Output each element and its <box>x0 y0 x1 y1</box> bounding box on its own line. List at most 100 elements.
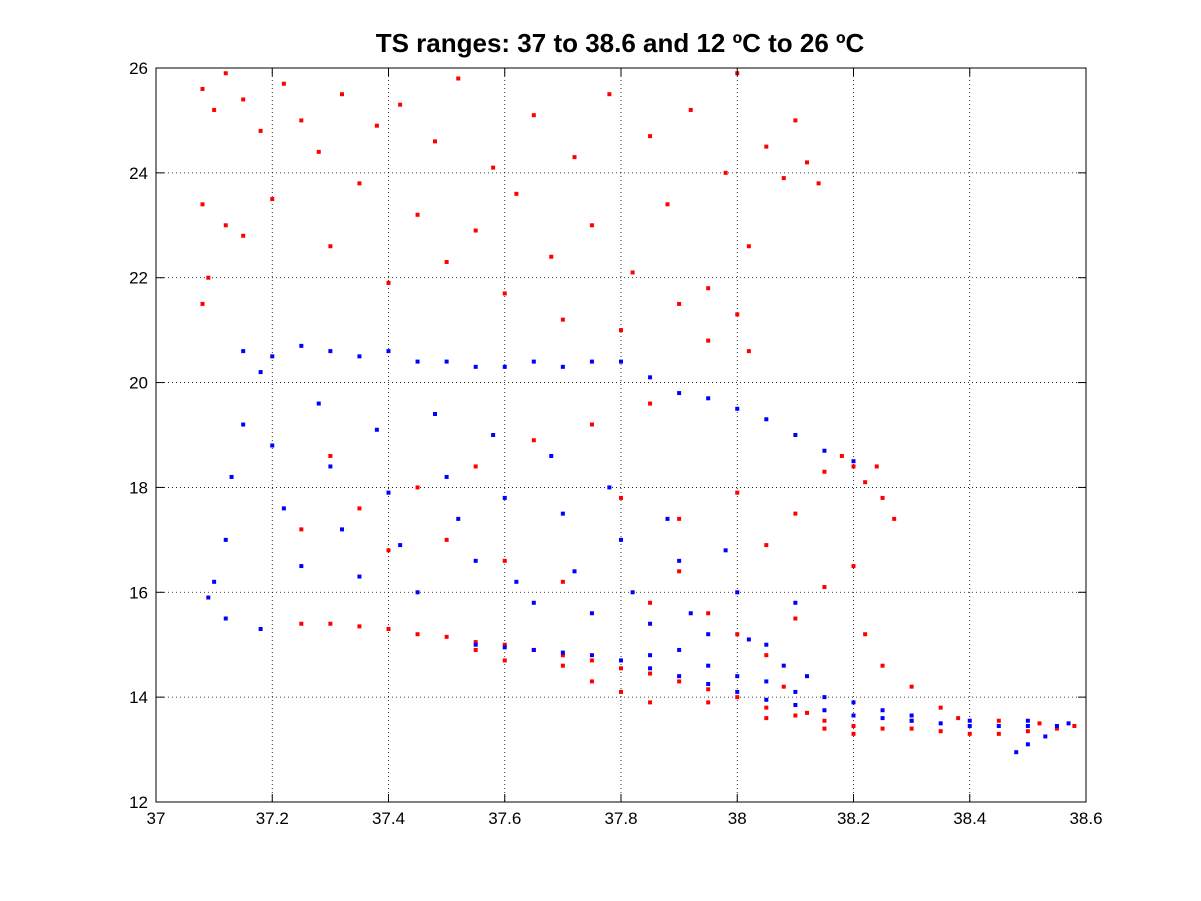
x-tick-label: 38.6 <box>1069 809 1102 828</box>
scatter-point <box>270 443 275 448</box>
scatter-point <box>996 731 1001 736</box>
scatter-point <box>589 679 594 684</box>
scatter-point <box>473 464 478 469</box>
scatter-point <box>473 558 478 563</box>
scatter-point <box>851 564 856 569</box>
scatter-point <box>357 624 362 629</box>
scatter-point <box>456 76 461 81</box>
scatter-point <box>357 354 362 359</box>
scatter-point <box>822 708 827 713</box>
scatter-point <box>531 600 536 605</box>
scatter-point <box>688 107 693 112</box>
scatter-point <box>473 640 478 645</box>
scatter-point <box>648 621 653 626</box>
scatter-point <box>735 674 740 679</box>
scatter-point <box>560 663 565 668</box>
x-tick-label: 37.6 <box>488 809 521 828</box>
scatter-point <box>630 590 635 595</box>
scatter-point <box>281 506 286 511</box>
scatter-point <box>706 396 711 401</box>
scatter-point <box>514 191 519 196</box>
scatter-point <box>223 537 228 542</box>
scatter-point <box>839 453 844 458</box>
scatter-point <box>822 469 827 474</box>
scatter-point <box>967 731 972 736</box>
scatter-point <box>473 228 478 233</box>
scatter-point <box>764 716 769 721</box>
scatter-point <box>735 689 740 694</box>
scatter-point <box>822 718 827 723</box>
scatter-point <box>781 663 786 668</box>
scatter-point <box>1066 721 1071 726</box>
scatter-point <box>386 548 391 553</box>
scatter-point <box>648 375 653 380</box>
scatter-point <box>793 118 798 123</box>
scatter-point <box>619 359 623 364</box>
scatter-point <box>938 721 943 726</box>
scatter-point <box>735 590 740 595</box>
y-tick-label: 18 <box>129 478 148 497</box>
scatter-point <box>938 705 943 710</box>
scatter-point <box>241 233 246 238</box>
scatter-point <box>473 642 478 647</box>
scatter-point <box>1054 726 1059 731</box>
scatter-point <box>1043 734 1048 739</box>
scatter-point <box>223 616 228 621</box>
scatter-point <box>874 464 879 469</box>
scatter-point <box>560 511 565 516</box>
scatter-point <box>299 527 304 532</box>
scatter-point <box>822 448 827 453</box>
scatter-point <box>270 354 275 359</box>
scatter-point <box>688 611 693 616</box>
scatter-point <box>677 301 682 306</box>
scatter-point <box>415 632 420 637</box>
scatter-point <box>793 616 798 621</box>
scatter-point <box>560 579 565 584</box>
scatter-point <box>357 181 362 186</box>
x-tick-label: 37.2 <box>256 809 289 828</box>
scatter-point <box>619 537 623 542</box>
scatter-point <box>648 671 653 676</box>
scatter-point <box>433 139 437 144</box>
scatter-point <box>735 695 740 700</box>
scatter-point <box>630 270 635 275</box>
scatter-point <box>281 81 286 86</box>
scatter-point <box>357 506 362 511</box>
scatter-point <box>938 729 943 734</box>
scatter-point <box>764 679 769 684</box>
y-tick-label: 14 <box>129 688 148 707</box>
scatter-point <box>444 537 449 542</box>
scatter-point <box>648 600 653 605</box>
scatter-point <box>1025 718 1030 723</box>
x-tick-label: 37 <box>147 809 166 828</box>
scatter-point <box>386 490 391 495</box>
scatter-point <box>735 490 740 495</box>
scatter-point <box>589 658 594 663</box>
scatter-point <box>270 197 275 202</box>
scatter-point <box>648 700 653 705</box>
scatter-point <box>316 401 321 406</box>
scatter-point <box>200 86 205 91</box>
scatter-point <box>531 438 536 443</box>
scatter-point <box>735 632 740 637</box>
plot-frame <box>155 67 1087 803</box>
scatter-point <box>619 666 623 671</box>
scatter-point <box>514 579 519 584</box>
scatter-point <box>502 291 507 296</box>
scatter-point <box>607 485 612 490</box>
y-tick-label: 12 <box>129 793 148 812</box>
scatter-point <box>746 349 751 354</box>
scatter-point <box>619 328 623 333</box>
scatter-point <box>723 170 728 175</box>
scatter-point <box>572 569 577 574</box>
scatter-point <box>415 212 420 217</box>
x-tick-label: 38.4 <box>953 809 986 828</box>
scatter-point <box>909 713 914 718</box>
scatter-point <box>880 716 885 721</box>
y-tick-label: 22 <box>129 269 148 288</box>
scatter-point <box>415 590 420 595</box>
scatter-point <box>677 679 682 684</box>
scatter-point <box>1025 742 1030 747</box>
scatter-point <box>967 723 972 728</box>
